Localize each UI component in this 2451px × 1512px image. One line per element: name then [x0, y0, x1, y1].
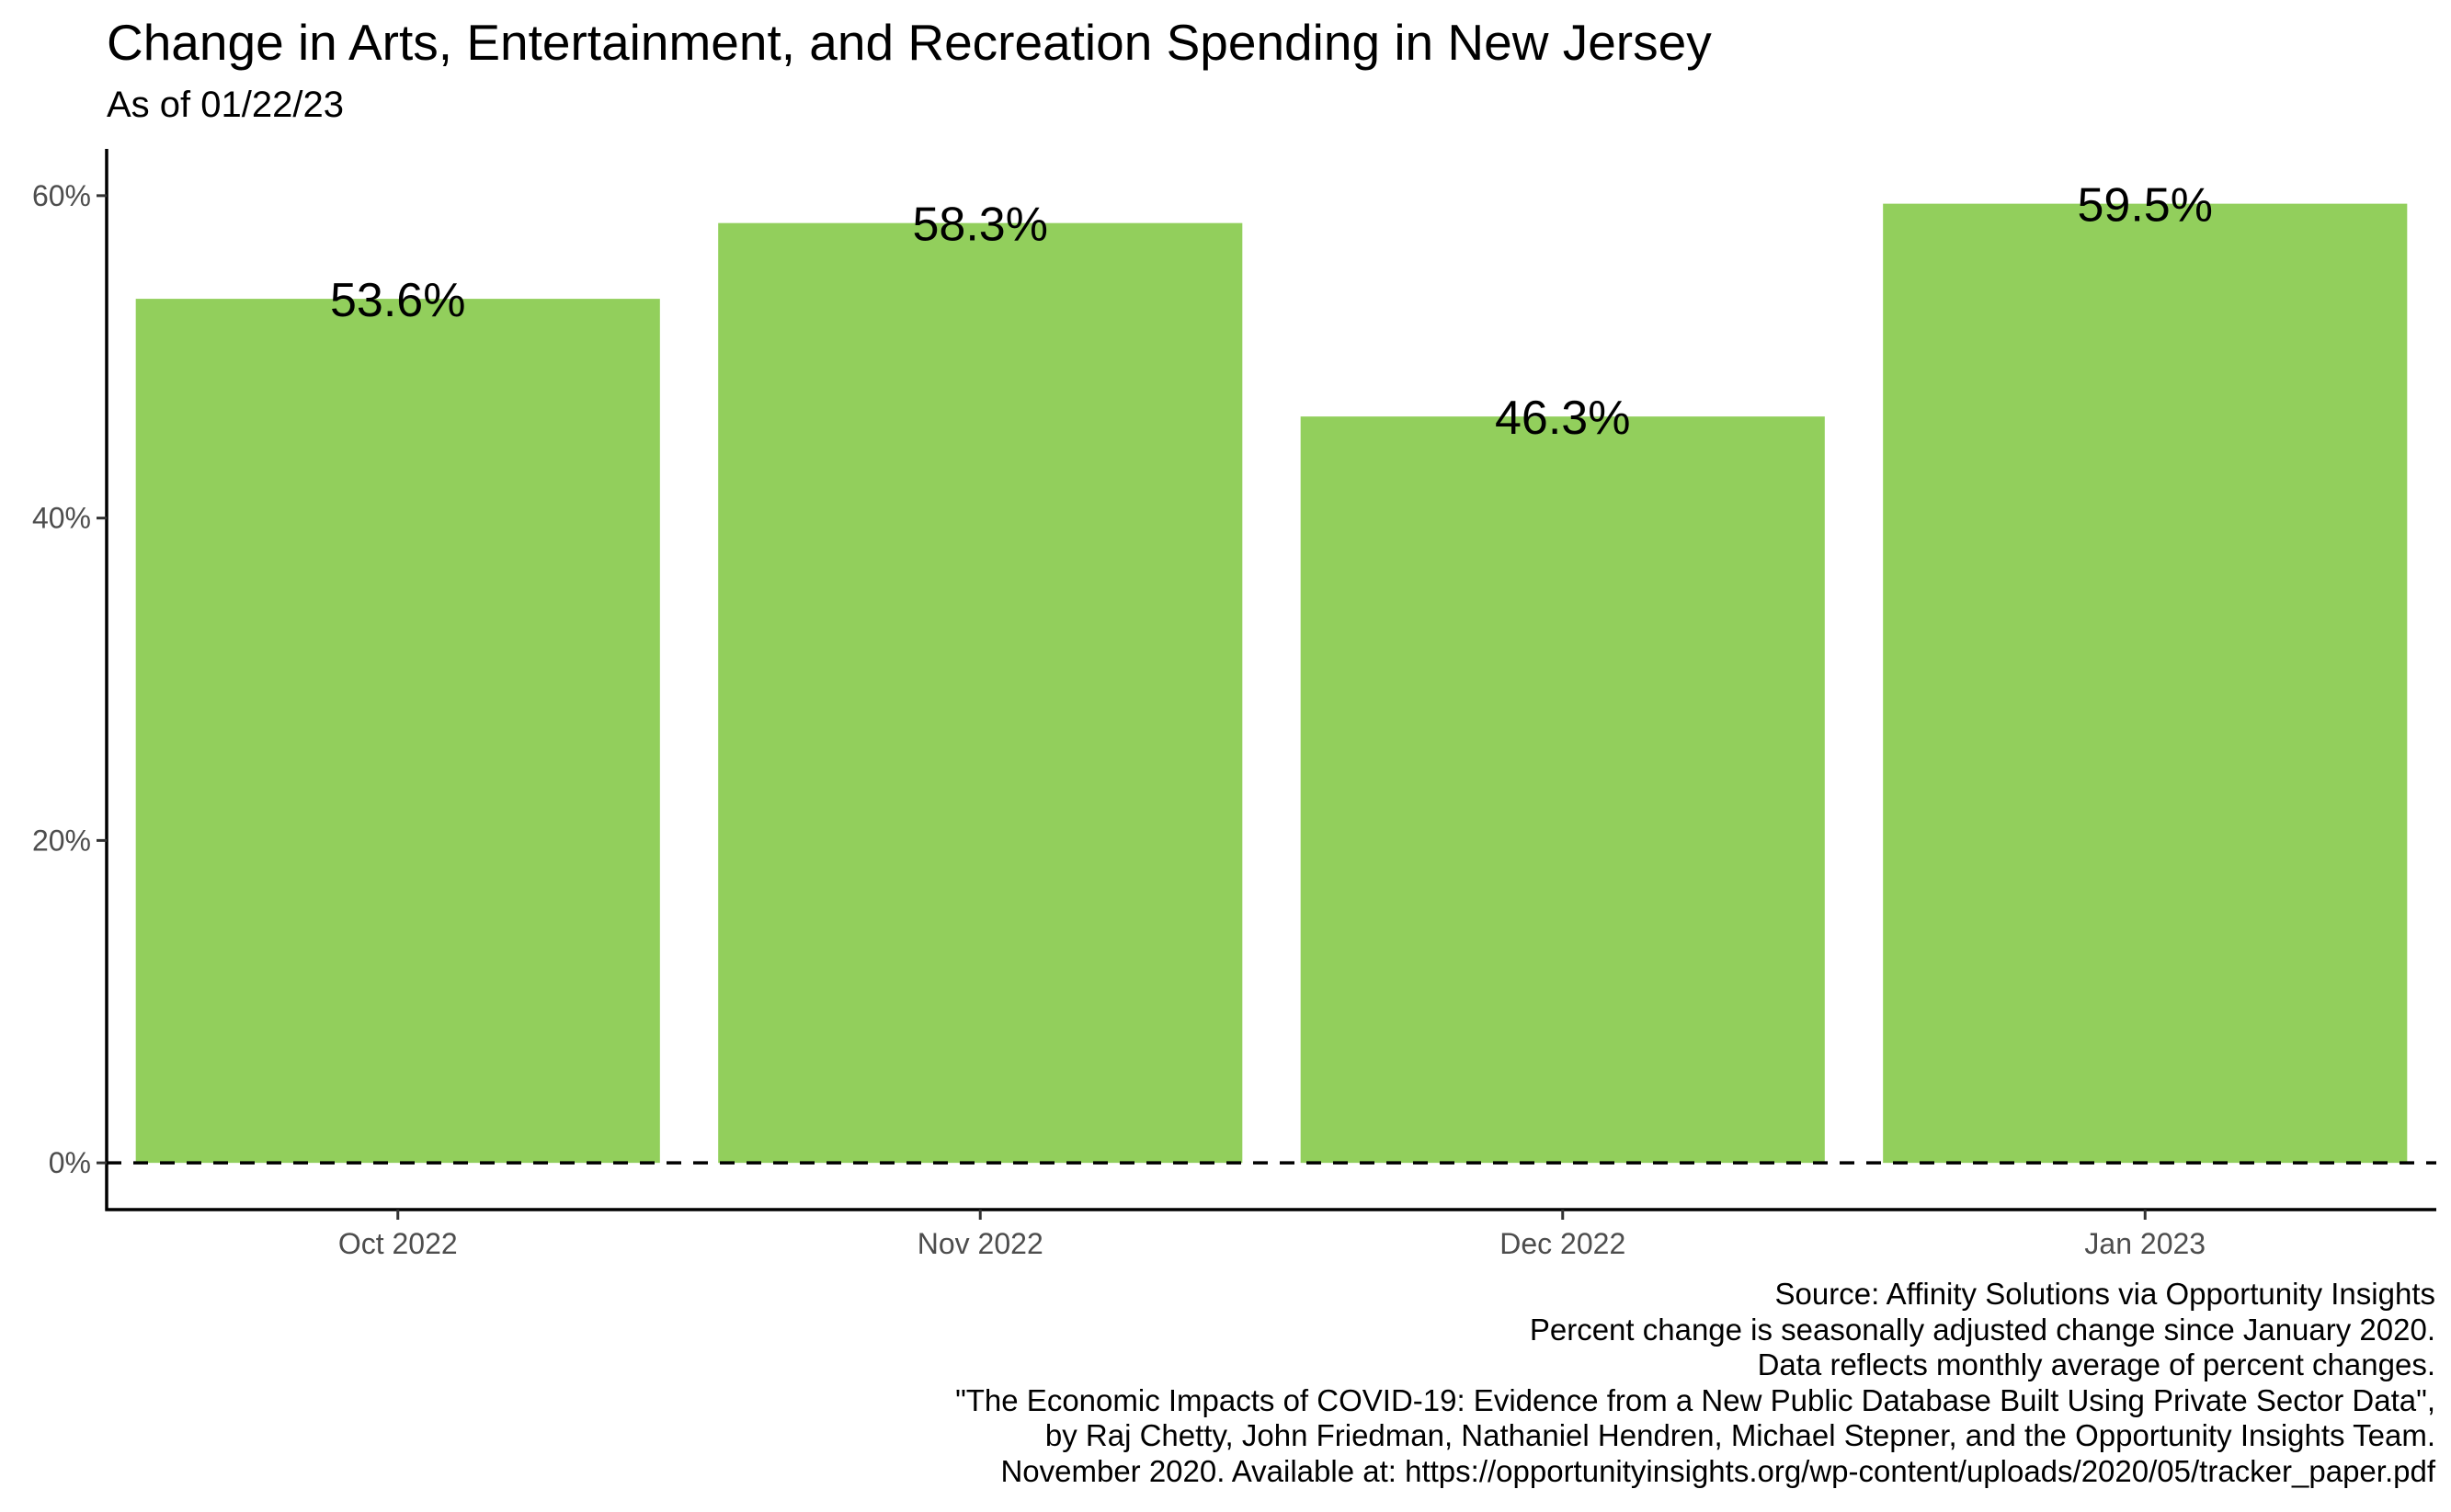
- y-tick-label: 60%: [32, 179, 91, 212]
- x-axis-ticks: Oct 2022 Nov 2022 Dec 2022 Jan 2023: [338, 1210, 2206, 1260]
- bar-labels-group: 53.6% 58.3% 46.3% 59.5%: [330, 179, 2213, 446]
- x-tick-label: Nov 2022: [918, 1227, 1043, 1260]
- x-tick-label: Dec 2022: [1499, 1227, 1625, 1260]
- bars-group: [135, 203, 2408, 1164]
- caption-line: Percent change is seasonally adjusted ch…: [1529, 1312, 2435, 1347]
- source-caption: Source: Affinity Solutions via Opportuni…: [955, 1277, 2435, 1489]
- caption-line: Data reflects monthly average of percent…: [1757, 1347, 2435, 1381]
- bar-value-label: 59.5%: [2078, 179, 2213, 233]
- bar-1: [718, 222, 1243, 1164]
- y-tick-label: 0%: [49, 1146, 91, 1179]
- chart-subtitle: As of 01/22/23: [107, 85, 344, 125]
- bar-value-label: 46.3%: [1495, 392, 1630, 445]
- caption-line: by Raj Chetty, John Friedman, Nathaniel …: [1044, 1418, 2435, 1452]
- chart-title: Change in Arts, Entertainment, and Recre…: [107, 14, 1712, 71]
- bar-2: [1300, 416, 1825, 1164]
- x-tick-label: Jan 2023: [2084, 1227, 2206, 1260]
- bar-3: [1883, 203, 2408, 1164]
- x-tick-label: Oct 2022: [338, 1227, 458, 1260]
- bar-value-label: 53.6%: [330, 274, 465, 327]
- y-tick-label: 20%: [32, 824, 91, 857]
- caption-line: Source: Affinity Solutions via Opportuni…: [1774, 1277, 2435, 1311]
- y-axis-ticks: 0% 20% 40% 60%: [32, 179, 107, 1179]
- bar-value-label: 58.3%: [913, 199, 1048, 252]
- caption-line: November 2020. Available at: https://opp…: [1000, 1453, 2435, 1488]
- caption-line: "The Economic Impacts of COVID-19: Evide…: [955, 1382, 2435, 1417]
- y-tick-label: 40%: [32, 502, 91, 535]
- bar-0: [135, 299, 660, 1164]
